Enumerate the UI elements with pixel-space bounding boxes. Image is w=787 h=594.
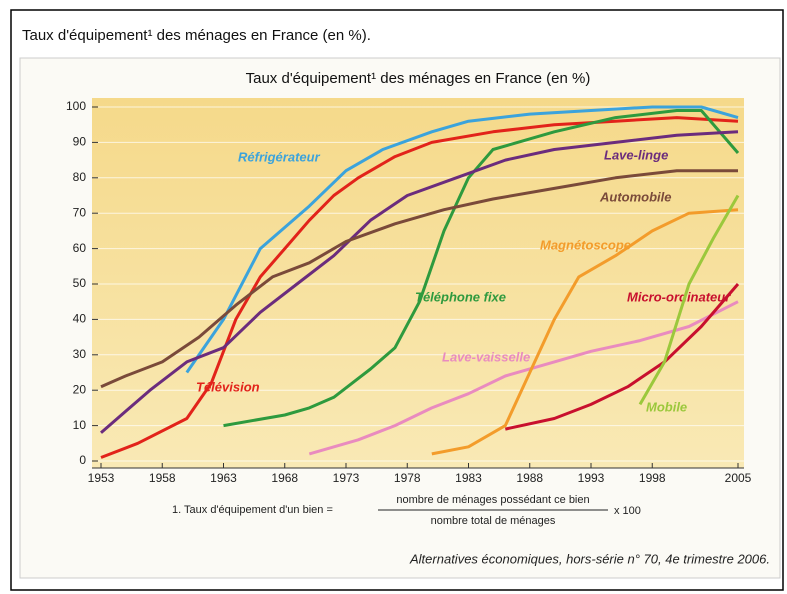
series-line [100,130,739,434]
series-label: Télévision [196,379,260,394]
x-tick-label: 1998 [639,471,666,485]
series-label: Réfrigérateur [238,149,321,164]
lines: Réfrigérateur Télévision Téléphone fixe Lav… [100,105,740,459]
x-tick-label: 1953 [88,471,115,485]
x-tick-label: 1988 [516,471,543,485]
series-line [100,169,738,389]
y-tick-label: 80 [73,170,87,184]
series-line [431,208,739,456]
series-label: Téléphone fixe [415,289,506,304]
x-tick-label: 1958 [149,471,176,485]
x-tick-label: 1963 [210,471,237,485]
y-tick-label: 90 [73,135,87,149]
series-label: Magnétoscope [540,237,631,252]
y-tick-label: 10 [73,418,87,432]
x-tick-label: 1973 [333,471,360,485]
series-line [504,283,740,431]
footnote-denominator: nombre total de ménages [431,515,556,527]
y-tick-label: 60 [73,241,87,255]
chart-title: Taux d'équipement¹ des ménages en France… [246,70,591,87]
x-tick-label: 1978 [394,471,421,485]
series-label: Lave-vaisselle [442,349,530,364]
y-tick-label: 100 [66,99,86,113]
footnote-factor: x 100 [614,505,641,517]
x-tick-label: 1993 [578,471,605,485]
series-label: Lave-linge [604,147,668,162]
series-line [308,300,739,456]
y-tick-label: 30 [73,347,87,361]
y-tick-label: 20 [73,382,87,396]
source: Alternatives économiques, hors-série n° … [409,551,770,566]
axes: 0 10 20 30 40 50 60 70 80 90 100 1953 1958 1963 1968 19… [66,99,752,485]
y-tick-label: 0 [79,453,86,467]
x-tick-label: 2005 [725,471,752,485]
footnote-label: 1. Taux d'équipement d'un bien = [172,504,333,516]
series-label: Micro-ordinateur [627,289,731,304]
x-tick-label: 1968 [271,471,298,485]
footnote-numerator: nombre de ménages possédant ce bien [396,494,589,506]
heading: Taux d'équipement¹ des ménages en France… [22,27,371,44]
series-line [638,194,740,406]
series-label: Automobile [599,189,672,204]
y-tick-label: 70 [73,205,87,219]
x-tick-label: 1983 [455,471,482,485]
series-line [223,109,740,428]
plot-area [92,98,744,468]
series-line [100,116,739,459]
series-line [185,105,739,374]
series-label: Mobile [646,399,687,414]
y-tick-label: 50 [73,276,87,290]
y-tick-label: 40 [73,312,87,326]
